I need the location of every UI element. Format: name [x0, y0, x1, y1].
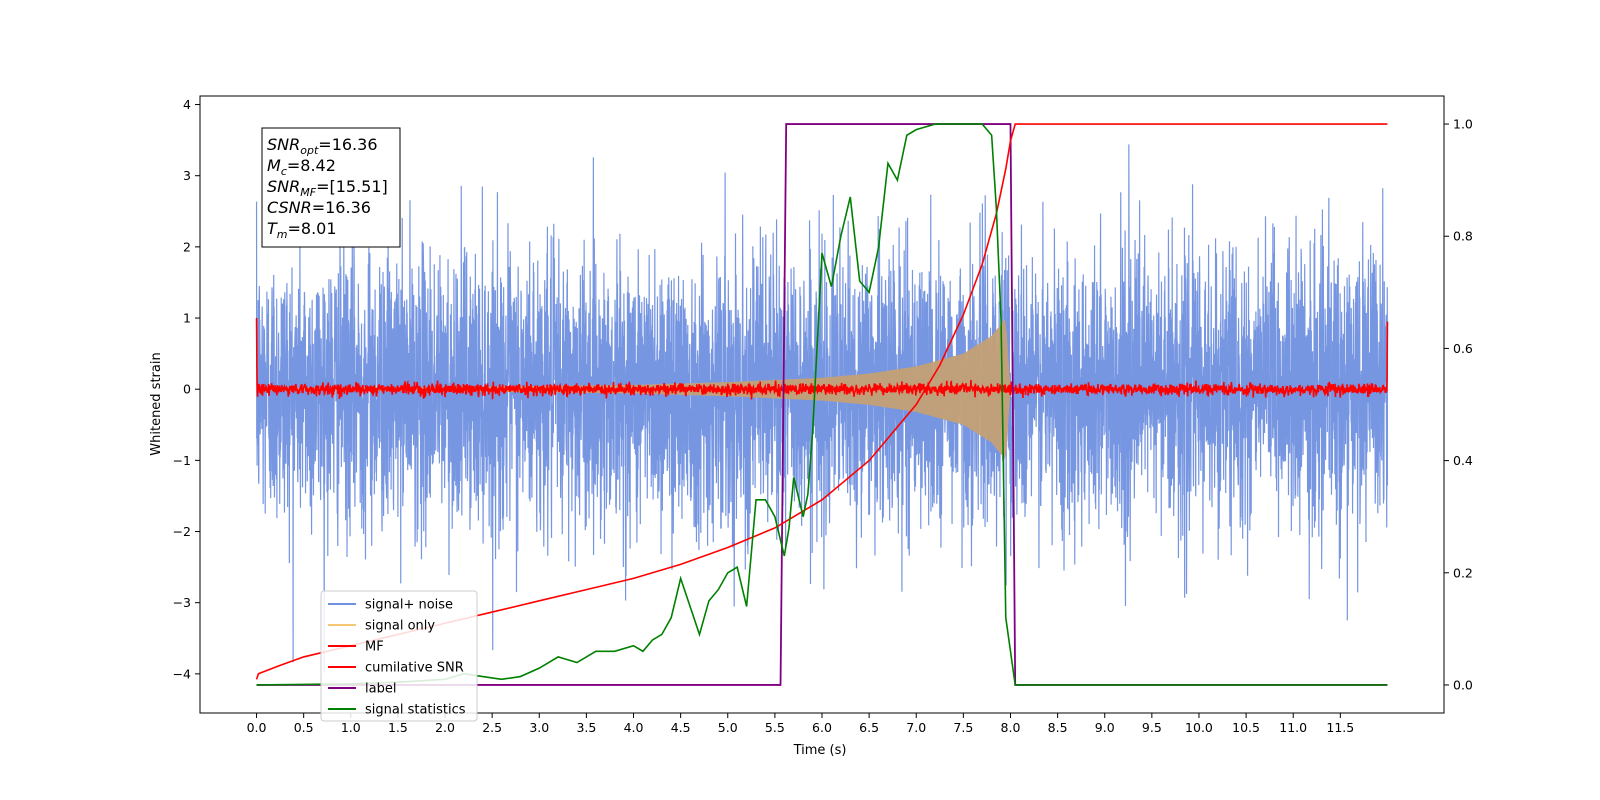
annotation-line: Mc=8.42 — [267, 156, 336, 178]
x-tick-label: 2.0 — [435, 720, 455, 735]
x-tick-label: 7.0 — [906, 720, 926, 735]
x-tick-label: 9.0 — [1095, 720, 1115, 735]
y-tick-label: −2 — [173, 524, 191, 539]
x-tick-label: 5.5 — [765, 720, 785, 735]
x-tick-label: 1.5 — [388, 720, 408, 735]
x-tick-label: 11.5 — [1326, 720, 1354, 735]
series-mf — [255, 318, 1389, 400]
x-tick-label: 6.0 — [812, 720, 832, 735]
x-tick-label: 3.5 — [576, 720, 596, 735]
x-ticks: 0.0 0.5 1.0 1.5 2.0 2.5 3.0 3.5 4.0 4.5 5.0 5.5 6.0 6… — [247, 713, 1354, 735]
annotation-line: SNRopt=16.36 — [267, 135, 378, 157]
y2-tick-label: 0.4 — [1453, 453, 1473, 468]
y2-tick-label: 0.8 — [1453, 229, 1473, 244]
x-tick-label: 3.0 — [529, 720, 549, 735]
x-tick-label: 9.5 — [1142, 720, 1162, 735]
y-tick-label: −1 — [173, 453, 191, 468]
x-tick-label: 4.5 — [671, 720, 691, 735]
legend-label: signal only — [365, 619, 435, 634]
y2-tick-label: 0.0 — [1453, 677, 1473, 692]
x-tick-label: 10.5 — [1232, 720, 1260, 735]
y2-ticks: 1.0 0.8 0.6 0.4 0.2 0.0 — [1444, 117, 1473, 692]
x-tick-label: 2.5 — [482, 720, 502, 735]
legend-label: label — [365, 682, 396, 697]
y2-tick-label: 0.2 — [1453, 565, 1473, 580]
legend: signal+ noise signal only MF cumilative SNR… — [320, 590, 478, 722]
y-tick-label: 1 — [183, 311, 191, 326]
annotation-frame — [261, 127, 401, 248]
y-tick-label: 0 — [183, 382, 191, 397]
legend-label: cumilative SNR — [365, 661, 464, 676]
y2-tick-label: 1.0 — [1453, 117, 1473, 132]
annotation-box: SNRopt=16.36Mc=8.42SNRMF=[15.51]CSNR=16.… — [261, 127, 401, 248]
x-axis-label: Time (s) — [793, 743, 847, 758]
y-tick-label: 3 — [183, 168, 191, 183]
y-ticks: 4 3 2 1 0 −1 −2 −3 −4 — [173, 97, 200, 681]
y-tick-label: −4 — [173, 666, 191, 681]
x-tick-label: 1.0 — [341, 720, 361, 735]
x-tick-label: 8.0 — [1001, 720, 1021, 735]
x-tick-label: 8.5 — [1048, 720, 1068, 735]
legend-label: signal statistics — [365, 703, 466, 718]
y-tick-label: 4 — [183, 97, 191, 112]
x-tick-label: 4.0 — [624, 720, 644, 735]
y-tick-label: −3 — [173, 595, 191, 610]
x-tick-label: 5.0 — [718, 720, 738, 735]
legend-label: MF — [365, 640, 384, 655]
series-layer — [255, 123, 1389, 686]
annotation-line: CSNR=16.36 — [267, 198, 371, 217]
legend-frame — [320, 590, 478, 722]
y-tick-label: 2 — [183, 239, 191, 254]
series-signal-statistics — [256, 123, 1388, 686]
x-tick-label: 7.5 — [953, 720, 973, 735]
legend-label: signal+ noise — [365, 598, 453, 613]
x-tick-label: 0.5 — [294, 720, 314, 735]
annotation-line: Tm=8.01 — [267, 219, 337, 241]
y-axis-label: Whitened strain — [149, 352, 164, 455]
series-signal-plus-noise — [255, 144, 1389, 673]
x-tick-label: 10.0 — [1185, 720, 1213, 735]
x-tick-label: 0.0 — [247, 720, 267, 735]
y2-tick-label: 0.6 — [1453, 341, 1473, 356]
annotation-line: SNRMF=[15.51] — [267, 177, 388, 199]
x-tick-label: 11.0 — [1279, 720, 1307, 735]
x-tick-label: 6.5 — [859, 720, 879, 735]
